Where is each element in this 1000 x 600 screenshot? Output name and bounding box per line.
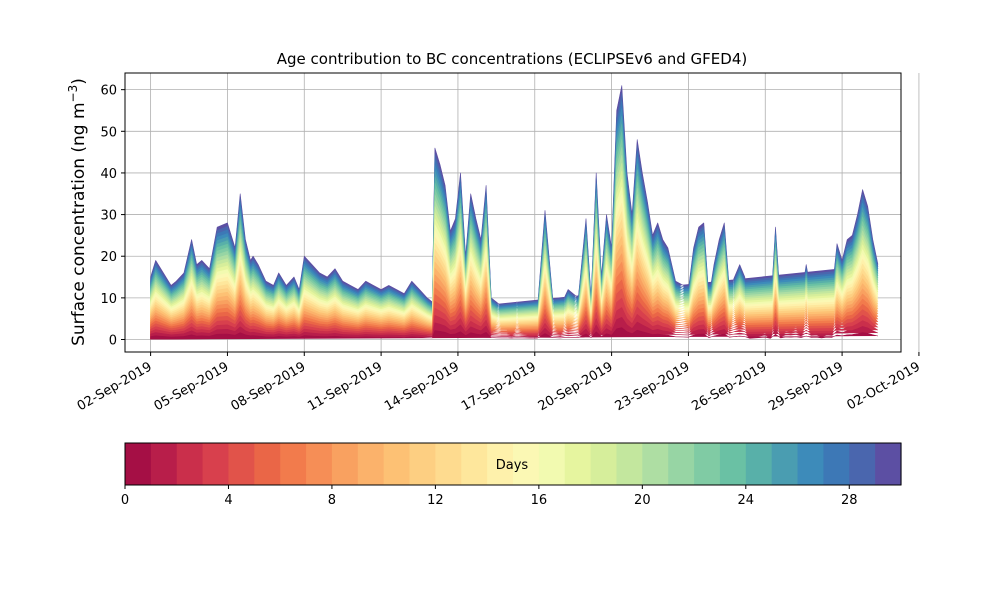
- colorbar-segment: [616, 443, 643, 485]
- colorbar-segment: [771, 443, 799, 485]
- age-layer-day-1: [150, 317, 879, 340]
- y-axis-label-close: ): [69, 78, 89, 85]
- colorbar-segment: [538, 443, 566, 485]
- colorbar-segment: [487, 443, 514, 485]
- y-tick-label: 20: [100, 250, 117, 265]
- colorbar-segment: [228, 443, 255, 485]
- y-tick-label: 0: [109, 334, 117, 349]
- colorbar-segment: [125, 443, 152, 485]
- colorbar-segment: [797, 443, 824, 485]
- y-tick-label: 60: [100, 84, 117, 99]
- colorbar-tick-label: 0: [121, 493, 129, 508]
- area-layers: [150, 85, 879, 340]
- colorbar-tick-label: 12: [427, 493, 444, 508]
- colorbar-segment: [564, 443, 592, 485]
- colorbar-segment: [461, 443, 488, 485]
- chart-title: Age contribution to BC concentrations (E…: [277, 50, 748, 68]
- plot-frame: [124, 72, 902, 353]
- colorbar-segment: [513, 443, 540, 485]
- colorbar-segment: [150, 443, 178, 485]
- colorbar-segment: [668, 443, 695, 485]
- colorbar-segment: [202, 443, 230, 485]
- colorbar-segment: [642, 443, 669, 485]
- colorbar-segment: [357, 443, 385, 485]
- colorbar-segment: [176, 443, 204, 485]
- colorbar-segment: [875, 443, 902, 485]
- y-tick-label: 10: [100, 292, 117, 307]
- y-axis-ticks: 0 10 20 30 40 50 60: [100, 84, 125, 349]
- colorbar-segment: [409, 443, 436, 485]
- colorbar-segment: [823, 443, 850, 485]
- colorbar-segment: [435, 443, 462, 485]
- y-axis-label: Surface concentration (ng m−3): [66, 78, 89, 346]
- colorbar-tick-label: 4: [224, 493, 232, 508]
- colorbar-tick-label: 8: [328, 493, 336, 508]
- colorbar-tick-label: 28: [841, 493, 858, 508]
- colorbar-segment: [254, 443, 281, 485]
- colorbar-segment: [306, 443, 333, 485]
- y-axis-label-superscript: −3: [66, 85, 80, 103]
- colorbar: 0 4 8 12 16 20 24 28: [121, 442, 902, 508]
- colorbar-segment: [719, 443, 747, 485]
- colorbar-segment: [694, 443, 721, 485]
- y-tick-label: 30: [100, 209, 117, 224]
- y-axis-label-main: Surface concentration (ng m: [69, 102, 89, 345]
- colorbar-label: Days: [496, 458, 529, 473]
- age-layer-day-0: [150, 327, 879, 340]
- y-tick-label: 40: [100, 167, 117, 182]
- colorbar-segment: [849, 443, 876, 485]
- colorbar-tick-label: 16: [531, 493, 548, 508]
- colorbar-tick-label: 24: [738, 493, 755, 508]
- colorbar-segment: [745, 443, 773, 485]
- colorbar-segment: [383, 443, 411, 485]
- colorbar-segment: [280, 443, 307, 485]
- colorbar-segment: [331, 443, 359, 485]
- colorbar-tick-label: 20: [634, 493, 651, 508]
- colorbar-frame: [124, 442, 902, 486]
- y-tick-label: 50: [100, 125, 117, 140]
- colorbar-segment: [590, 443, 618, 485]
